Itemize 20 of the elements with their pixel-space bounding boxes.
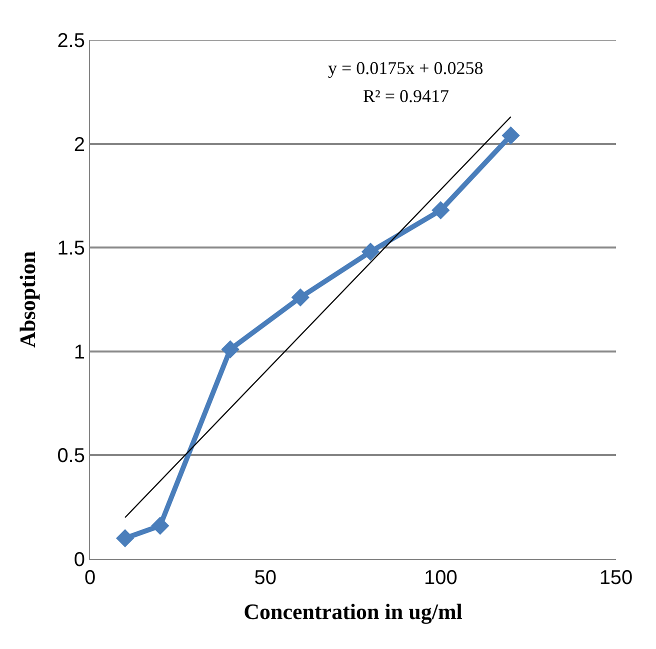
point	[432, 201, 450, 220]
point	[151, 516, 170, 535]
annotation: R² = 0.9417	[363, 86, 450, 106]
y-tick-label: 0	[74, 549, 85, 571]
y-tick-label: 1.5	[57, 238, 85, 260]
annotation: y = 0.0175x + 0.0258	[328, 58, 484, 78]
x-tick-label: 150	[599, 567, 633, 589]
point	[502, 126, 520, 145]
y-axis-title: Absoption	[14, 251, 40, 348]
y-tick-label: 1	[74, 341, 85, 364]
x-tick-label: 50	[254, 567, 276, 589]
x-axis-title: Concentration in ug/ml	[244, 598, 462, 624]
point	[361, 242, 380, 261]
x-tick-label: 100	[424, 567, 458, 589]
y-tick-label: 2.5	[57, 30, 85, 52]
y-tick-label: 2	[74, 134, 85, 156]
point	[116, 529, 134, 548]
y-tick-label: 0.5	[57, 445, 85, 468]
point	[291, 288, 310, 307]
point	[221, 340, 240, 358]
